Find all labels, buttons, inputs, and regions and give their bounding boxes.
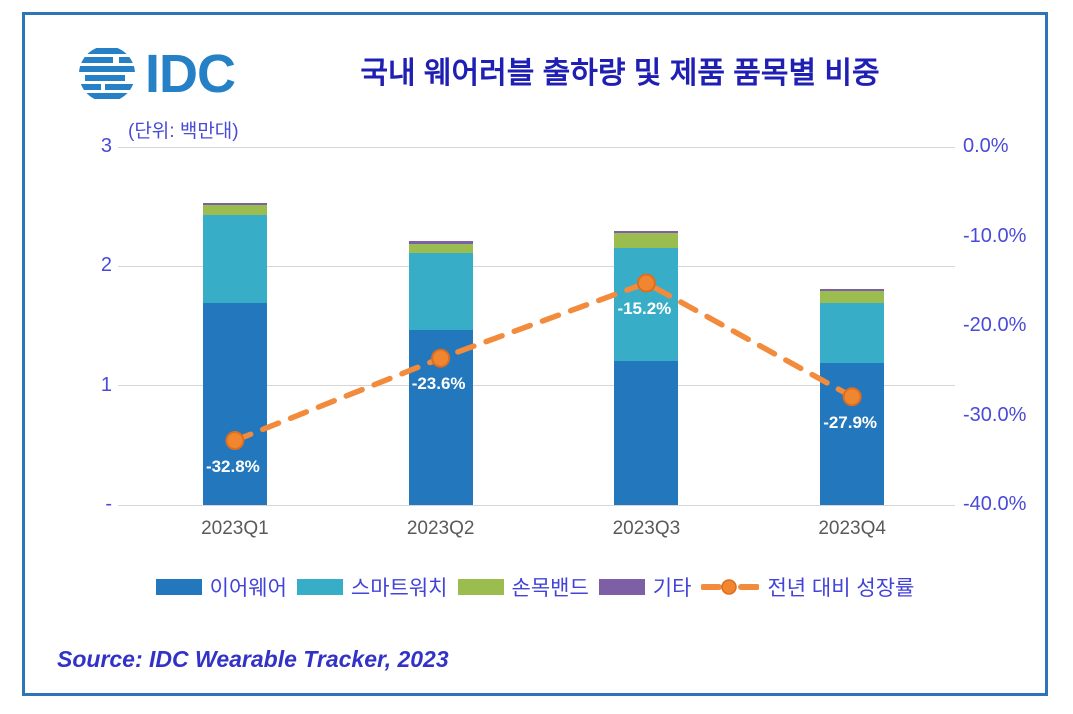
bar-segment-2023Q1-손목밴드 [202,205,267,215]
bar-segment-2023Q3-손목밴드 [614,232,679,249]
bar-segment-2023Q2-손목밴드 [408,243,473,254]
idc-logo-text: IDC [145,44,236,104]
legend-label: 이어웨어 [209,577,287,600]
legend-swatch-icon [296,579,343,595]
y-axis-right-tick: -10.0% [963,224,1027,247]
y-axis-right-tick: -40.0% [963,493,1027,515]
bar-segment-2023Q3-이어웨어 [614,360,679,505]
legend-swatch-icon [457,579,504,595]
legend-item-이어웨어: 이어웨어 [155,572,287,602]
x-axis-label: 2023Q4 [818,518,886,539]
y-axis-left-tick: 1 [100,373,112,396]
unit-label: (단위: 백만대) [128,121,239,142]
bar-segment-2023Q1-스마트워치 [202,215,267,304]
idc-logo: IDC [75,42,236,106]
y-axis-left-tick: - [105,493,112,515]
growth-value-label: -15.2% [617,299,672,319]
legend-label: 스마트워치 [350,577,448,600]
bar-segment-2023Q4-이어웨어 [820,362,885,505]
legend-swatch-icon [598,579,645,595]
gridline [118,504,955,506]
bar-segment-2023Q4-기타 [820,289,885,292]
y-axis-left-tick: 3 [100,135,112,157]
legend-item-손목밴드: 손목밴드 [457,572,589,602]
y-axis-right-tick: 0.0% [963,135,1009,157]
plot-area [118,146,955,506]
idc-globe-icon [79,48,135,99]
gridline [118,146,955,148]
legend-label: 기타 [652,577,692,600]
gridline [118,265,955,267]
x-axis-label: 2023Q3 [612,518,681,539]
bar-segment-2023Q4-스마트워치 [820,303,885,363]
y-axis-right-tick: -20.0% [963,314,1027,336]
legend-dash-dot-icon [701,579,760,595]
legend-label: 전년 대비 성장률 [767,577,915,600]
bar-segment-2023Q2-이어웨어 [408,329,473,505]
legend-item-growth-line: 전년 대비 성장률 [701,572,914,602]
bar-segment-2023Q4-손목밴드 [820,291,885,304]
x-axis-label: 2023Q1 [201,518,269,539]
legend-label: 손목밴드 [511,577,589,600]
growth-value-label: -32.8% [205,456,260,476]
bar-segment-2023Q2-기타 [408,241,473,244]
y-axis-left-tick: 2 [100,254,112,277]
bar-segment-2023Q3-기타 [614,230,679,233]
page-title: 국내 웨어러블 출하량 및 제품 품목별 비중 [360,57,880,90]
legend-swatch-icon [155,579,202,595]
legend-item-기타: 기타 [598,572,692,602]
x-axis-label: 2023Q2 [406,518,475,539]
bar-segment-2023Q2-스마트워치 [408,253,473,330]
growth-value-label: -27.9% [823,412,878,432]
y-axis-right-tick: -30.0% [963,403,1027,426]
legend: 이어웨어 스마트워치 손목밴드 기타 전년 대비 성장률 [40,572,1030,602]
legend-item-스마트워치: 스마트워치 [296,572,448,602]
growth-value-label: -23.6% [411,374,466,394]
source-note: Source: IDC Wearable Tracker, 2023 [57,646,449,672]
bar-segment-2023Q1-기타 [202,203,267,206]
